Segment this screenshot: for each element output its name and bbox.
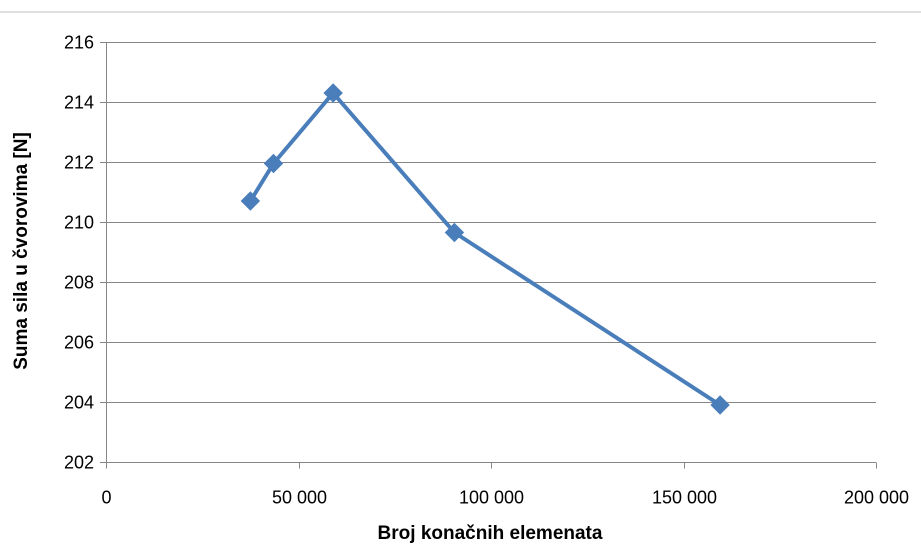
y-tick-label: 202 [64,453,94,473]
x-axis-title: Broj konačnih elemenata [378,523,603,544]
y-axis-ticks: 202 204 206 208 210 212 214 216 [64,33,106,473]
y-tick-label: 214 [64,93,94,113]
x-tick-label: 50 000 [272,488,327,508]
x-tick-label: 150 000 [652,488,717,508]
y-tick-label: 216 [64,33,94,53]
series-line [248,91,723,407]
y-tick-label: 210 [64,213,94,233]
data-point-marker [710,395,730,415]
y-tick-label: 206 [64,333,94,353]
axes [106,42,876,463]
data-point-marker [240,191,261,211]
x-tick-label: 100 000 [459,488,524,508]
x-axis-ticks: 0 50 000 100 000 150 000 200 000 [101,462,909,508]
y-tick-label: 212 [64,153,94,173]
series-lines [248,91,723,407]
y-axis-title: Suma sila u čvorovima [N] [11,132,32,370]
data-point-marker [323,83,343,103]
series-points [240,83,730,415]
y-tick-label: 204 [64,393,94,413]
data-point-marker [444,222,465,243]
y-tick-label: 208 [64,273,94,293]
gridlines [106,42,876,403]
data-point-marker [263,153,284,174]
x-tick-label: 0 [101,488,111,508]
x-tick-label: 200 000 [844,488,909,508]
